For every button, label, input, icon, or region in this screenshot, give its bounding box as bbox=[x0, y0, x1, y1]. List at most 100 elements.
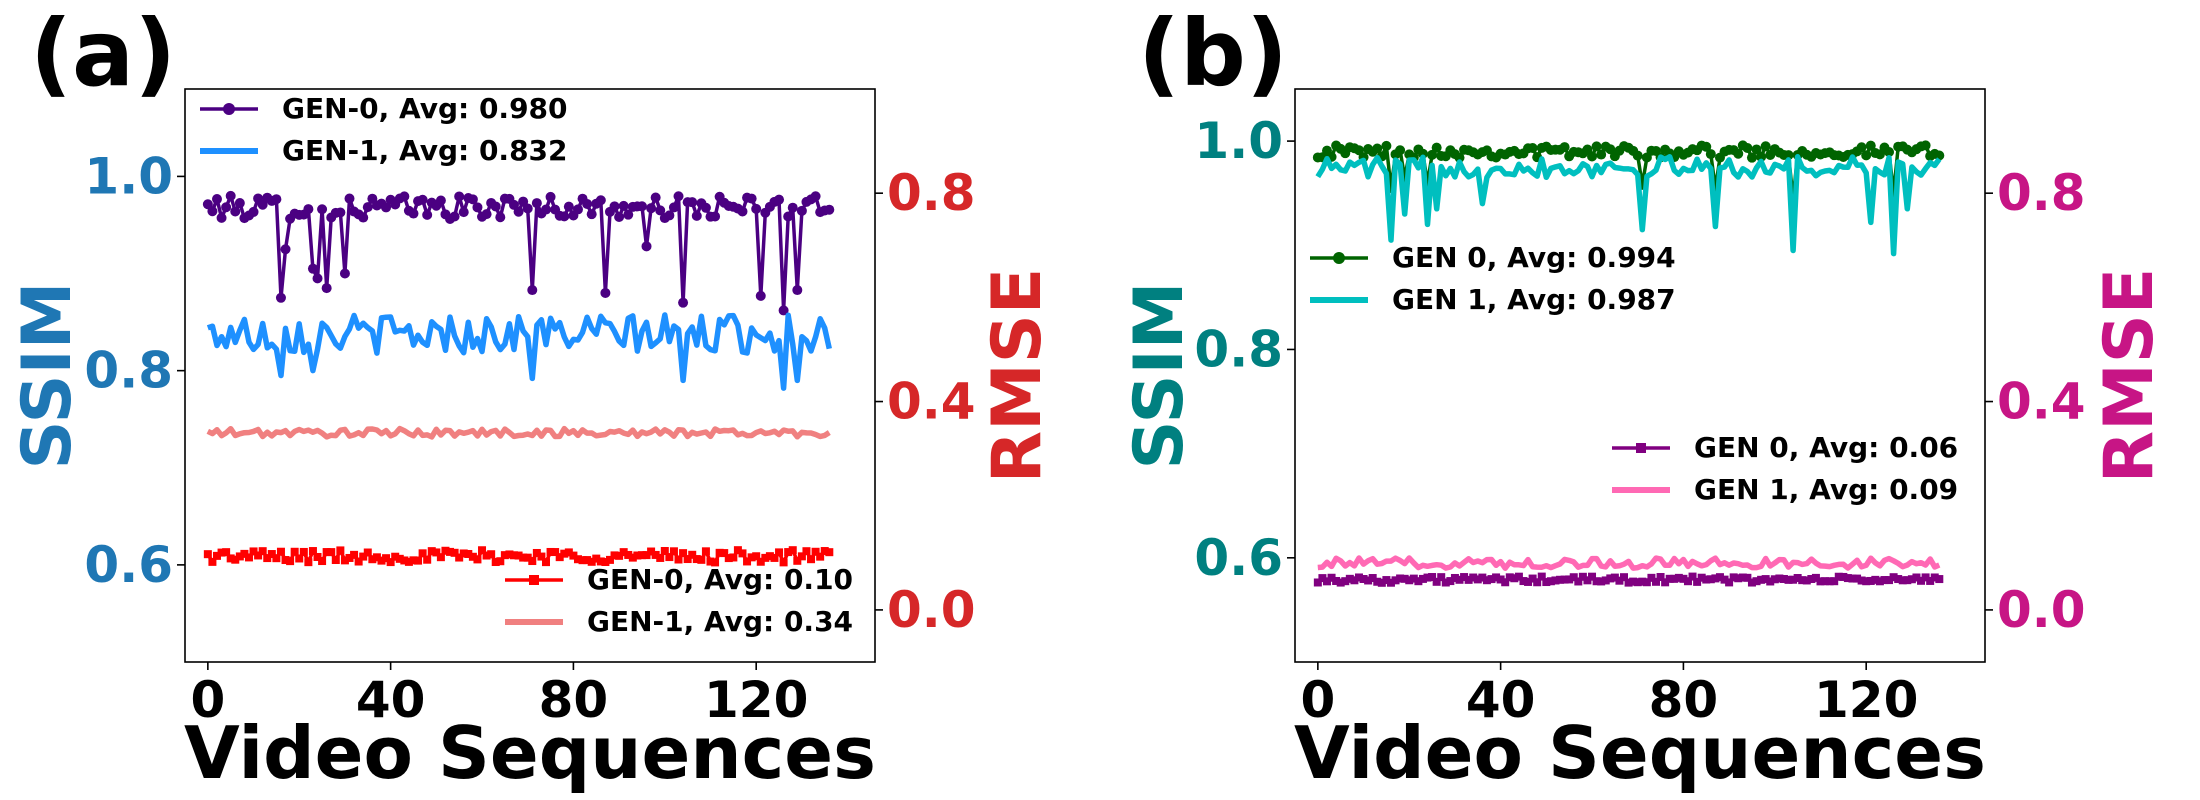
data-point bbox=[1496, 575, 1505, 584]
data-point bbox=[1597, 577, 1606, 586]
data-point bbox=[386, 558, 395, 567]
data-point bbox=[1642, 578, 1651, 587]
data-point bbox=[304, 558, 313, 567]
data-point bbox=[467, 194, 478, 205]
data-point bbox=[641, 241, 652, 252]
data-point bbox=[609, 201, 620, 212]
data-point bbox=[1889, 573, 1898, 582]
data-point bbox=[1514, 572, 1523, 581]
data-point bbox=[377, 556, 386, 565]
data-point bbox=[1377, 578, 1386, 587]
data-point bbox=[408, 208, 419, 219]
data-point bbox=[1446, 577, 1455, 586]
data-point bbox=[391, 552, 400, 561]
data-point bbox=[226, 554, 235, 563]
data-point bbox=[784, 548, 793, 557]
legend-item: GEN-1, Avg: 0.34 bbox=[505, 605, 853, 638]
panel-b: (b) 0 40 80 120 0.6 0.8 1.0 0.0 0.4 0.8 Video Seque… bbox=[1120, 0, 2169, 795]
data-point bbox=[1757, 575, 1766, 584]
data-point bbox=[1559, 142, 1570, 153]
data-point bbox=[1354, 573, 1363, 582]
data-point bbox=[340, 556, 349, 565]
data-point bbox=[1629, 577, 1638, 586]
data-point bbox=[449, 211, 460, 222]
y-tick-label: 1.0 bbox=[1194, 112, 1283, 170]
data-point bbox=[1702, 575, 1711, 584]
data-point bbox=[523, 553, 532, 562]
y2-axis-label: RMSE bbox=[978, 268, 1057, 483]
data-point bbox=[1656, 573, 1665, 582]
data-point bbox=[454, 191, 465, 202]
data-point bbox=[1674, 573, 1683, 582]
data-point bbox=[1784, 575, 1793, 584]
data-point bbox=[674, 555, 683, 564]
data-point bbox=[280, 244, 291, 255]
data-point bbox=[825, 548, 834, 557]
legend-label: GEN 0, Avg: 0.06 bbox=[1694, 431, 1958, 464]
data-point bbox=[1861, 150, 1872, 161]
data-point bbox=[1853, 574, 1862, 583]
data-point bbox=[487, 550, 496, 559]
data-point bbox=[655, 205, 666, 216]
data-point bbox=[1386, 578, 1395, 587]
data-point bbox=[339, 268, 350, 279]
data-point bbox=[1779, 574, 1788, 583]
data-point bbox=[673, 191, 684, 202]
data-point bbox=[1825, 577, 1834, 586]
data-point bbox=[1834, 572, 1843, 581]
data-point bbox=[354, 557, 363, 566]
data-point bbox=[422, 209, 433, 220]
data-point bbox=[1527, 143, 1538, 154]
legend-item: GEN 1, Avg: 0.09 bbox=[1612, 473, 1958, 506]
legend-label: GEN-0, Avg: 0.10 bbox=[587, 563, 853, 596]
y2-tick-label: 0.0 bbox=[1997, 581, 2086, 639]
y-tick-label: 0.6 bbox=[1194, 529, 1283, 587]
y2-axis-label: RMSE bbox=[2090, 268, 2169, 483]
legend-label: GEN 0, Avg: 0.994 bbox=[1392, 241, 1676, 274]
data-point bbox=[1742, 142, 1753, 153]
data-point bbox=[312, 273, 323, 284]
data-point bbox=[1743, 573, 1752, 582]
data-point bbox=[1414, 577, 1423, 586]
data-point bbox=[1661, 578, 1670, 587]
data-point bbox=[472, 202, 483, 213]
data-point bbox=[586, 209, 597, 220]
data-point bbox=[1546, 577, 1555, 586]
data-point bbox=[715, 548, 724, 557]
data-point bbox=[1382, 576, 1391, 585]
data-point bbox=[1830, 577, 1839, 586]
data-point bbox=[1478, 573, 1487, 582]
legend-marker bbox=[223, 103, 235, 115]
panel-a: (a) 0 40 80 120 0.6 0.8 1.0 0.0 0.4 0.8 Video Seque… bbox=[8, 0, 1057, 795]
data-point bbox=[510, 551, 519, 560]
data-point bbox=[399, 191, 410, 202]
data-point bbox=[478, 546, 487, 555]
plot-area bbox=[202, 190, 835, 567]
data-point bbox=[267, 550, 276, 559]
data-point bbox=[400, 556, 409, 565]
data-point bbox=[321, 283, 332, 294]
data-point bbox=[212, 551, 221, 560]
data-point bbox=[697, 555, 706, 564]
data-point bbox=[596, 557, 605, 566]
data-point bbox=[1372, 143, 1383, 154]
data-point bbox=[633, 551, 642, 560]
data-point bbox=[528, 557, 537, 566]
data-point bbox=[473, 555, 482, 564]
legend-label: GEN-1, Avg: 0.832 bbox=[282, 134, 568, 167]
data-point bbox=[317, 204, 328, 215]
x-tick-label: 40 bbox=[356, 671, 426, 729]
data-point bbox=[624, 550, 633, 559]
data-point bbox=[254, 551, 263, 560]
data-point bbox=[382, 554, 391, 563]
data-point bbox=[679, 549, 688, 558]
data-point bbox=[1569, 573, 1578, 582]
data-point bbox=[318, 557, 327, 566]
legend-item: GEN-0, Avg: 0.980 bbox=[200, 92, 568, 125]
data-point bbox=[1405, 576, 1414, 585]
data-point bbox=[1885, 576, 1894, 585]
x-tick-label: 0 bbox=[190, 671, 225, 729]
data-point bbox=[1482, 576, 1491, 585]
data-point bbox=[738, 549, 747, 558]
data-point bbox=[1747, 578, 1756, 587]
